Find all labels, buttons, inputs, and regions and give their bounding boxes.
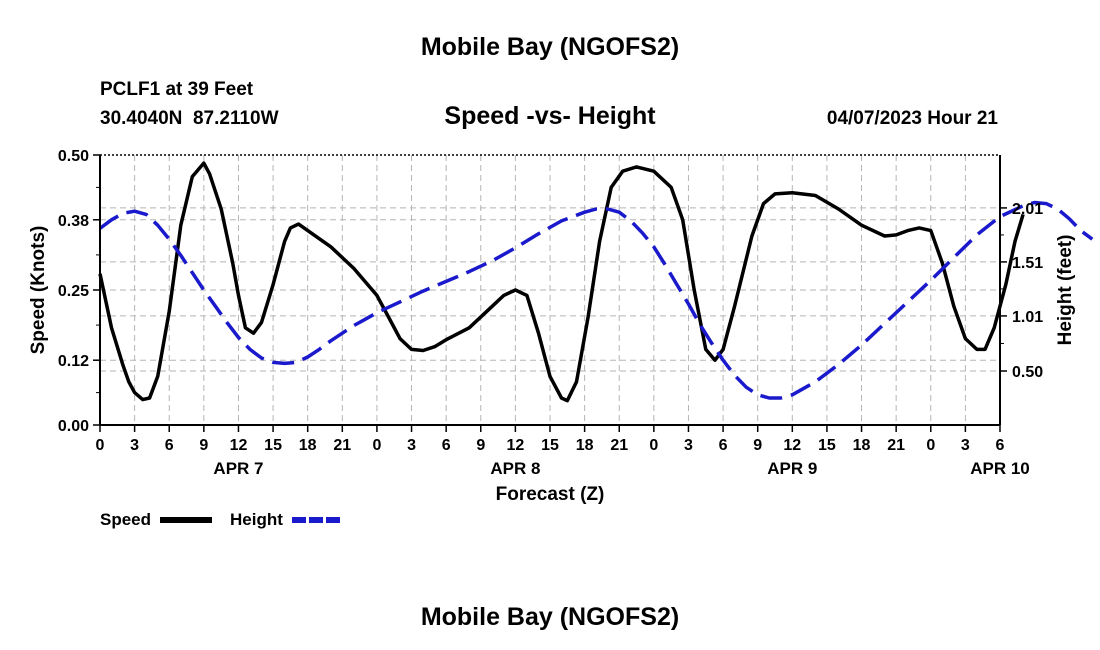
chart-title-top: Mobile Bay (NGOFS2) (421, 33, 679, 61)
x-tick-label: 9 (476, 437, 485, 454)
x-tick-label: 3 (407, 437, 416, 454)
grid (100, 155, 1000, 425)
date-label: APR 8 (490, 459, 540, 478)
y-tick-label-left: 0.12 (58, 353, 89, 370)
legend-speed-label: Speed (100, 510, 151, 529)
date-label: APR 10 (970, 459, 1030, 478)
x-tick-label: 0 (96, 437, 105, 454)
x-tick-label: 18 (853, 437, 871, 454)
x-tick-label: 3 (684, 437, 693, 454)
x-tick-label: 12 (230, 437, 248, 454)
date-label: APR 9 (767, 459, 817, 478)
x-tick-label: 6 (165, 437, 174, 454)
speed-series-line (98, 161, 1025, 403)
x-tick-label: 6 (442, 437, 451, 454)
y-tick-label-right: 1.51 (1012, 255, 1043, 272)
y-tick-label-right: 0.50 (1012, 364, 1043, 381)
x-tick-label: 15 (818, 437, 836, 454)
x-tick-label: 12 (783, 437, 801, 454)
station-label: PCLF1 at 39 Feet (100, 79, 254, 100)
x-tick-label: 0 (649, 437, 658, 454)
y-tick-label-right: 2.01 (1012, 201, 1043, 218)
x-tick-label: 3 (130, 437, 139, 454)
y-tick-label-right: 1.01 (1012, 309, 1043, 326)
x-tick-label: 6 (719, 437, 728, 454)
x-tick-label: 6 (996, 437, 1005, 454)
y-tick-label-left: 0.00 (58, 418, 89, 435)
tick-labels: 0.00 0.12 0.25 0.38 0.50 0.50 1.01 1.51 2.01 0 3 6 9… (58, 148, 1043, 478)
y-tick-label-left: 0.50 (58, 148, 89, 165)
x-tick-label: 21 (610, 437, 628, 454)
y-axis-label-right: Height (feet) (1055, 235, 1076, 346)
forecast-timestamp: 04/07/2023 Hour 21 (827, 108, 999, 129)
x-tick-label: 18 (576, 437, 594, 454)
x-tick-label: 9 (199, 437, 208, 454)
chart-title-bottom: Mobile Bay (NGOFS2) (421, 603, 679, 631)
x-tick-label: 15 (264, 437, 282, 454)
height-series-line (98, 200, 1094, 400)
chart-subtitle: Speed -vs- Height (444, 102, 656, 130)
x-axis-label: Forecast (Z) (496, 484, 605, 505)
x-tick-label: 0 (372, 437, 381, 454)
x-tick-label: 18 (299, 437, 317, 454)
y-axis-label-left: Speed (Knots) (28, 226, 49, 355)
x-tick-label: 9 (753, 437, 762, 454)
x-tick-label: 12 (506, 437, 524, 454)
y-tick-label-left: 0.38 (58, 213, 89, 230)
axes (93, 154, 1007, 432)
series-layer (98, 161, 1094, 403)
legend-height-label: Height (230, 510, 283, 529)
x-tick-label: 21 (333, 437, 351, 454)
x-tick-label: 0 (926, 437, 935, 454)
station-coordinates: 30.4040N 87.2110W (100, 108, 279, 129)
date-label: APR 7 (213, 459, 263, 478)
x-tick-label: 3 (961, 437, 970, 454)
x-tick-label: 15 (541, 437, 559, 454)
legend: Speed Height (100, 510, 342, 529)
y-tick-label-left: 0.25 (58, 283, 89, 300)
x-tick-label: 21 (887, 437, 905, 454)
